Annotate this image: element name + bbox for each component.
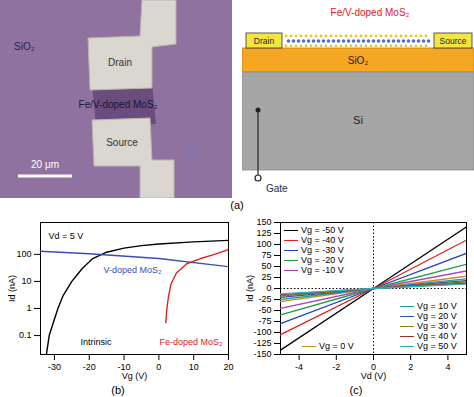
- svg-text:SiO₂: SiO₂: [348, 55, 369, 66]
- svg-text:50: 50: [261, 261, 271, 271]
- svg-text:-25: -25: [258, 294, 271, 304]
- svg-text:-150: -150: [253, 349, 271, 359]
- svg-text:0: 0: [266, 283, 271, 293]
- svg-text:75: 75: [261, 250, 271, 260]
- html-text:Vg = 40 V: Vg = 40 V: [417, 331, 457, 341]
- svg-text:2: 2: [408, 362, 413, 372]
- svg-text:Vd = 5 V: Vd = 5 V: [49, 231, 84, 241]
- svg-text:Fe-doped MoS₂: Fe-doped MoS₂: [159, 337, 223, 347]
- svg-text:Fe/V-doped MoS₂: Fe/V-doped MoS₂: [331, 7, 410, 18]
- svg-text:Gate: Gate: [266, 183, 288, 194]
- svg-text:-125: -125: [253, 338, 271, 348]
- svg-text:1: 1: [26, 303, 31, 313]
- html-text:(b): (b): [111, 384, 125, 396]
- svg-text:-100: -100: [253, 327, 271, 337]
- svg-text:125: 125: [256, 228, 271, 238]
- svg-text:0.1: 0.1: [19, 330, 32, 340]
- svg-text:V-doped MoS₂: V-doped MoS₂: [103, 265, 162, 275]
- svg-text:0: 0: [371, 361, 376, 372]
- svg-text:Drain: Drain: [254, 36, 275, 46]
- svg-text:Source: Source: [106, 137, 138, 148]
- html-text:Vg = 50 V: Vg = 50 V: [417, 341, 457, 351]
- html-text:Vg = -40 V: Vg = -40 V: [301, 235, 344, 245]
- svg-text:Vd (V): Vd (V): [361, 371, 387, 381]
- html-text:Vg = -10 V: Vg = -10 V: [301, 265, 344, 275]
- svg-text:Drain: Drain: [108, 57, 132, 68]
- svg-text:-30: -30: [48, 362, 61, 372]
- svg-text:100: 100: [16, 249, 31, 259]
- svg-text:25: 25: [261, 272, 271, 282]
- svg-text:Intrinsic: Intrinsic: [81, 337, 113, 347]
- svg-text:20: 20: [223, 362, 233, 372]
- html-text:Vg = 0 V: Vg = 0 V: [319, 341, 354, 351]
- svg-text:-20: -20: [83, 362, 96, 372]
- svg-text:Fe/V-doped MoS₂: Fe/V-doped MoS₂: [79, 99, 158, 110]
- svg-text:SiO₂: SiO₂: [14, 41, 35, 52]
- svg-text:20 μm: 20 μm: [31, 159, 59, 170]
- svg-text:10: 10: [21, 276, 31, 286]
- svg-text:Si: Si: [353, 114, 363, 126]
- svg-text:Id (nA): Id (nA): [245, 275, 255, 302]
- svg-text:-4: -4: [295, 362, 303, 372]
- html-text:(a): (a): [230, 199, 244, 211]
- svg-text:4: 4: [445, 362, 450, 372]
- html-text:Vg = 20 V: Vg = 20 V: [417, 311, 457, 321]
- svg-text:10: 10: [189, 362, 199, 372]
- svg-text:-10: -10: [117, 361, 131, 372]
- svg-text:Source: Source: [440, 36, 467, 46]
- html-text:Vg = 10 V: Vg = 10 V: [417, 301, 457, 311]
- svg-text:150: 150: [256, 217, 271, 227]
- svg-text:-75: -75: [258, 316, 271, 326]
- svg-text:100: 100: [256, 239, 271, 249]
- html-text:Vg = -20 V: Vg = -20 V: [301, 255, 344, 265]
- svg-text:Vg (V): Vg (V): [122, 371, 148, 381]
- svg-text:0: 0: [156, 362, 161, 372]
- html-text:(c): (c): [349, 384, 363, 396]
- svg-text:-50: -50: [258, 305, 271, 315]
- svg-text:Id (nA): Id (nA): [7, 275, 17, 302]
- svg-text:-2: -2: [332, 362, 340, 372]
- html-text:Vg = -30 V: Vg = -30 V: [301, 245, 344, 255]
- html-text:Vg = 30 V: Vg = 30 V: [417, 321, 457, 331]
- html-text:Vg = -50 V: Vg = -50 V: [301, 225, 344, 235]
